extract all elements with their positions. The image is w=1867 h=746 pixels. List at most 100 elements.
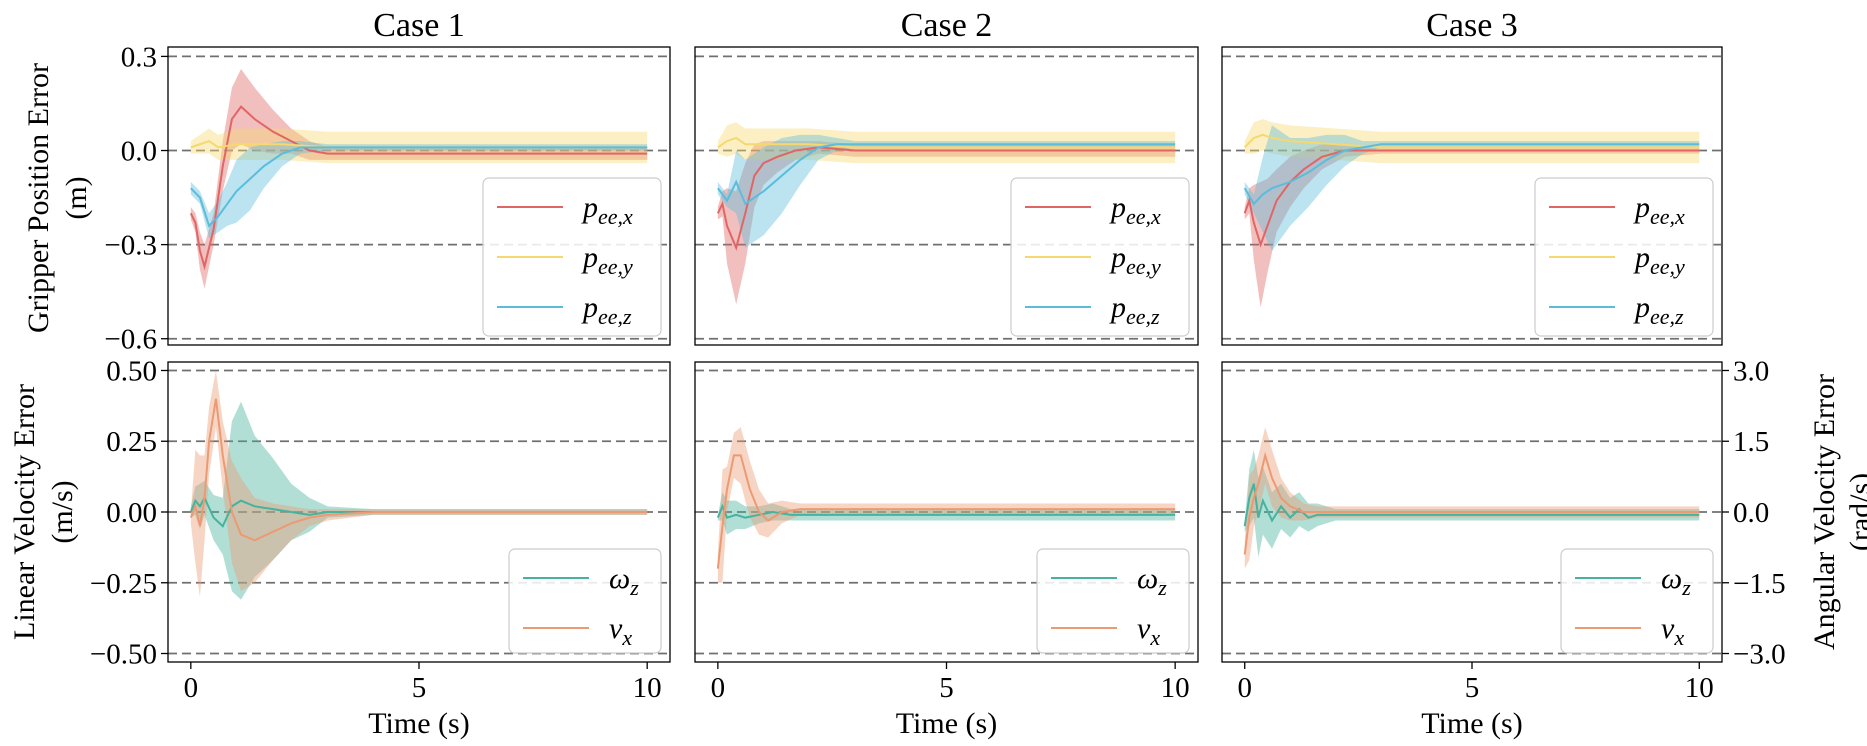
- band-p_ee,x: [717, 141, 1176, 305]
- legend: ωz vx: [1560, 548, 1714, 654]
- panel-title: Case 1: [373, 7, 465, 44]
- ytick-label: −0.3: [104, 230, 157, 262]
- plot-area: [1222, 55, 1722, 340]
- legend-label-base: v: [1137, 612, 1151, 645]
- legend-label-subscript: ee,x: [598, 204, 633, 229]
- legend-label: pee,x: [1109, 191, 1161, 229]
- legend-label-subscript: ee,y: [1650, 254, 1685, 279]
- legend-label-base: p: [581, 291, 598, 324]
- legend-label-base: ω: [1137, 562, 1158, 595]
- legend-label-base: ω: [609, 562, 630, 595]
- legend: ωz vx: [508, 548, 662, 654]
- legend-label-subscript: x: [1673, 625, 1684, 650]
- line-p_ee,x: [716, 146, 1176, 251]
- legend-label: vx: [1661, 612, 1684, 650]
- legend-label: vx: [609, 612, 632, 650]
- legend-label: pee,z: [581, 291, 632, 329]
- legend-label-base: p: [1109, 241, 1126, 274]
- legend-label-subscript: z: [1681, 575, 1691, 600]
- legend-box: [482, 177, 662, 337]
- line-ω_z: [189, 495, 648, 528]
- legend-label: pee,y: [1109, 241, 1161, 279]
- ytick-label: 0.0: [121, 136, 157, 168]
- ytick-right-label: −1.5: [1733, 568, 1786, 600]
- panel-2: Case 2 pee,x pee,y pee,z: [694, 7, 1199, 346]
- legend-label-base: v: [1661, 612, 1675, 645]
- ylabel-right-line1: Angular Velocity Error: [1808, 374, 1841, 650]
- legend-label-base: p: [1633, 291, 1650, 324]
- xlabel: Time (s): [896, 707, 997, 740]
- legend-box: [508, 548, 662, 654]
- ytick-right-label: 1.5: [1733, 426, 1769, 458]
- band-ω_z: [1244, 449, 1700, 558]
- panel-title: Case 2: [901, 7, 993, 44]
- band-v_x: [717, 427, 1176, 583]
- ytick-label: 0.3: [121, 41, 157, 73]
- ytick-label: 0.00: [106, 497, 157, 529]
- band-p_ee,y: [717, 122, 1176, 164]
- xtick-label: 0: [184, 672, 199, 704]
- ytick-label: 0.50: [106, 355, 157, 387]
- plot-area: [168, 369, 670, 655]
- ylabel-right-line2: (rad/s): [1844, 473, 1867, 551]
- legend-label-subscript: ee,y: [598, 254, 633, 279]
- panel-title: Case 3: [1426, 7, 1518, 44]
- panels: Case 10.30.0−0.3−0.6pee,xpee,ypee,zCase …: [90, 7, 1786, 740]
- legend-label-subscript: x: [621, 625, 632, 650]
- xtick-label: 10: [1161, 672, 1190, 704]
- legend-label-base: p: [581, 241, 598, 274]
- legend-label-base: p: [1633, 191, 1650, 224]
- legend-box: [1010, 177, 1190, 337]
- ylabel-bottom-line2: (m/s): [46, 480, 79, 543]
- line-p_ee,x: [1243, 149, 1700, 248]
- xlabel: Time (s): [368, 707, 469, 740]
- legend-label: pee,x: [1633, 191, 1685, 229]
- line-p_ee,z: [1243, 143, 1700, 206]
- line-p_ee,x: [189, 105, 648, 271]
- ytick-label: −0.6: [104, 324, 157, 356]
- legend-label: ωz: [1661, 562, 1691, 600]
- legend-label-subscript: ee,x: [1126, 204, 1161, 229]
- ytick-right-label: −3.0: [1733, 639, 1786, 671]
- legend-label-base: p: [1109, 191, 1126, 224]
- legend: pee,x pee,y pee,z: [1010, 177, 1190, 337]
- line-ω_z: [716, 503, 1176, 519]
- legend-label: vx: [1137, 612, 1160, 650]
- xtick-label: 0: [1237, 672, 1252, 704]
- band-ω_z: [190, 401, 648, 600]
- xtick-label: 5: [939, 672, 954, 704]
- legend-label: pee,y: [1633, 241, 1685, 279]
- xtick-label: 10: [1685, 672, 1714, 704]
- band-v_x: [1244, 427, 1700, 569]
- legend-label-subscript: x: [1149, 625, 1160, 650]
- legend-label: ωz: [609, 562, 639, 600]
- legend-box: [1560, 548, 1714, 654]
- line-v_x: [189, 398, 648, 542]
- legend-label: ωz: [1137, 562, 1167, 600]
- plot-area: [1222, 369, 1722, 655]
- line-p_ee,y: [1244, 133, 1700, 149]
- band-p_ee,x: [190, 68, 648, 289]
- line-p_ee,z: [717, 143, 1176, 206]
- legend-label: pee,z: [1109, 291, 1160, 329]
- ytick-label: 0.25: [106, 426, 157, 458]
- xtick-label: 10: [633, 672, 662, 704]
- xlabel: Time (s): [1421, 707, 1522, 740]
- plot-area: [168, 55, 670, 340]
- legend-label-subscript: z: [629, 575, 639, 600]
- ylabel-bottom-line1: Linear Velocity Error: [8, 384, 41, 640]
- legend-label: pee,y: [581, 241, 633, 279]
- legend: ωz vx: [1036, 548, 1190, 654]
- ytick-right-label: 0.0: [1733, 497, 1769, 529]
- band-p_ee,y: [1244, 119, 1700, 164]
- ylabel-top-line2: (m): [60, 176, 93, 219]
- legend-label: pee,x: [581, 191, 633, 229]
- axes-frame: [167, 46, 671, 346]
- line-p_ee,z: [190, 146, 648, 228]
- ytick-label: −0.50: [90, 639, 157, 671]
